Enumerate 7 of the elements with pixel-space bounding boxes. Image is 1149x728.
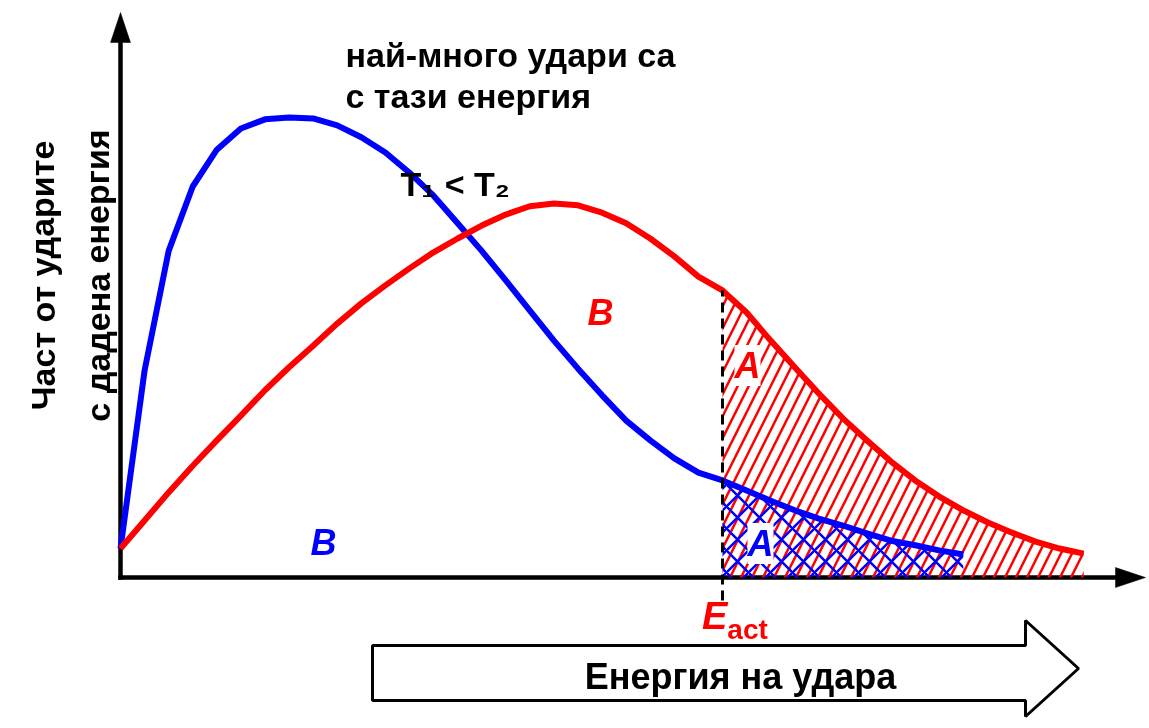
annotation: A xyxy=(746,523,774,564)
annotation: A xyxy=(733,345,761,386)
text: най-много удари са с тази енергия xyxy=(345,35,677,116)
x-axis-title: Енергия на удара xyxy=(584,656,898,697)
annotation: B xyxy=(587,292,614,333)
annotation: B xyxy=(310,522,337,563)
y-axis-title: Част от ударите с дадена енергия xyxy=(23,129,117,422)
